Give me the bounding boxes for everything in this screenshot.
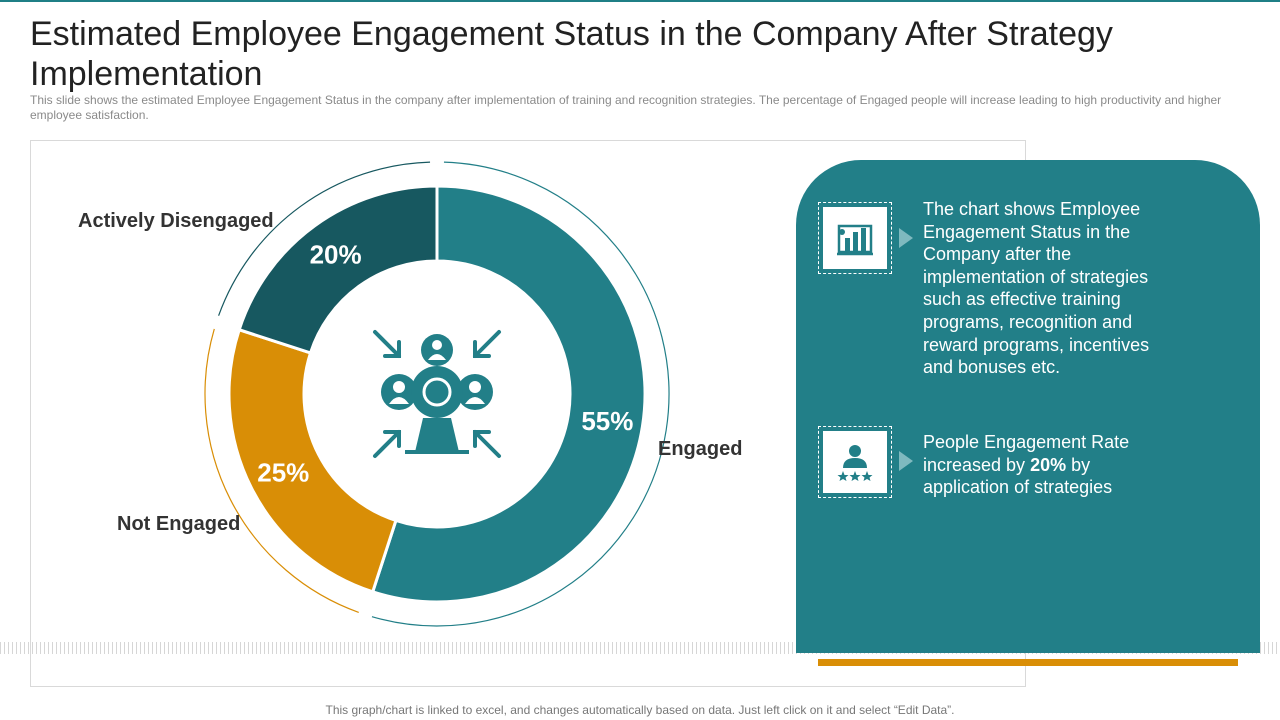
team-engagement-icon bbox=[373, 330, 501, 458]
page-title: Estimated Employee Engagement Status in … bbox=[30, 15, 1113, 93]
person-icon-box bbox=[818, 426, 892, 498]
value-label-actively-disengaged: 20% bbox=[310, 239, 362, 269]
value-label-not-engaged: 25% bbox=[257, 457, 309, 487]
outer-arc-not-engaged bbox=[204, 328, 359, 613]
bar-chart-presentation-icon bbox=[837, 224, 873, 256]
category-label-not-engaged: Not Engaged bbox=[117, 513, 241, 535]
value-label-engaged: 55% bbox=[581, 406, 633, 436]
person-rating-icon bbox=[837, 445, 873, 481]
outer-arc-actively-disengaged bbox=[218, 161, 431, 316]
chart-icon-box bbox=[818, 202, 892, 274]
category-label-engaged: Engaged bbox=[658, 438, 743, 460]
category-label-actively-disengaged: Actively Disengaged bbox=[78, 210, 274, 232]
page-subtitle: This slide shows the estimated Employee … bbox=[30, 93, 1222, 122]
info-panel-accent-bar bbox=[818, 659, 1238, 666]
panel-text-engagement-rate: People Engagement Rate increased by 20% … bbox=[923, 432, 1130, 498]
footer-note: This graph/chart is linked to excel, and… bbox=[325, 703, 955, 717]
outer-decorative-arcs bbox=[204, 161, 670, 627]
pointer-arrow-icon bbox=[899, 228, 913, 248]
donut-value-labels: 55% 25% 20% bbox=[257, 239, 633, 487]
highlight-value: 20% bbox=[1030, 454, 1067, 475]
outer-arc-engaged bbox=[371, 161, 670, 627]
panel-text-chart-description: The chart shows Employee Engagement Stat… bbox=[923, 199, 1150, 378]
pointer-arrow-icon bbox=[899, 451, 913, 471]
top-accent-line bbox=[0, 0, 1280, 2]
